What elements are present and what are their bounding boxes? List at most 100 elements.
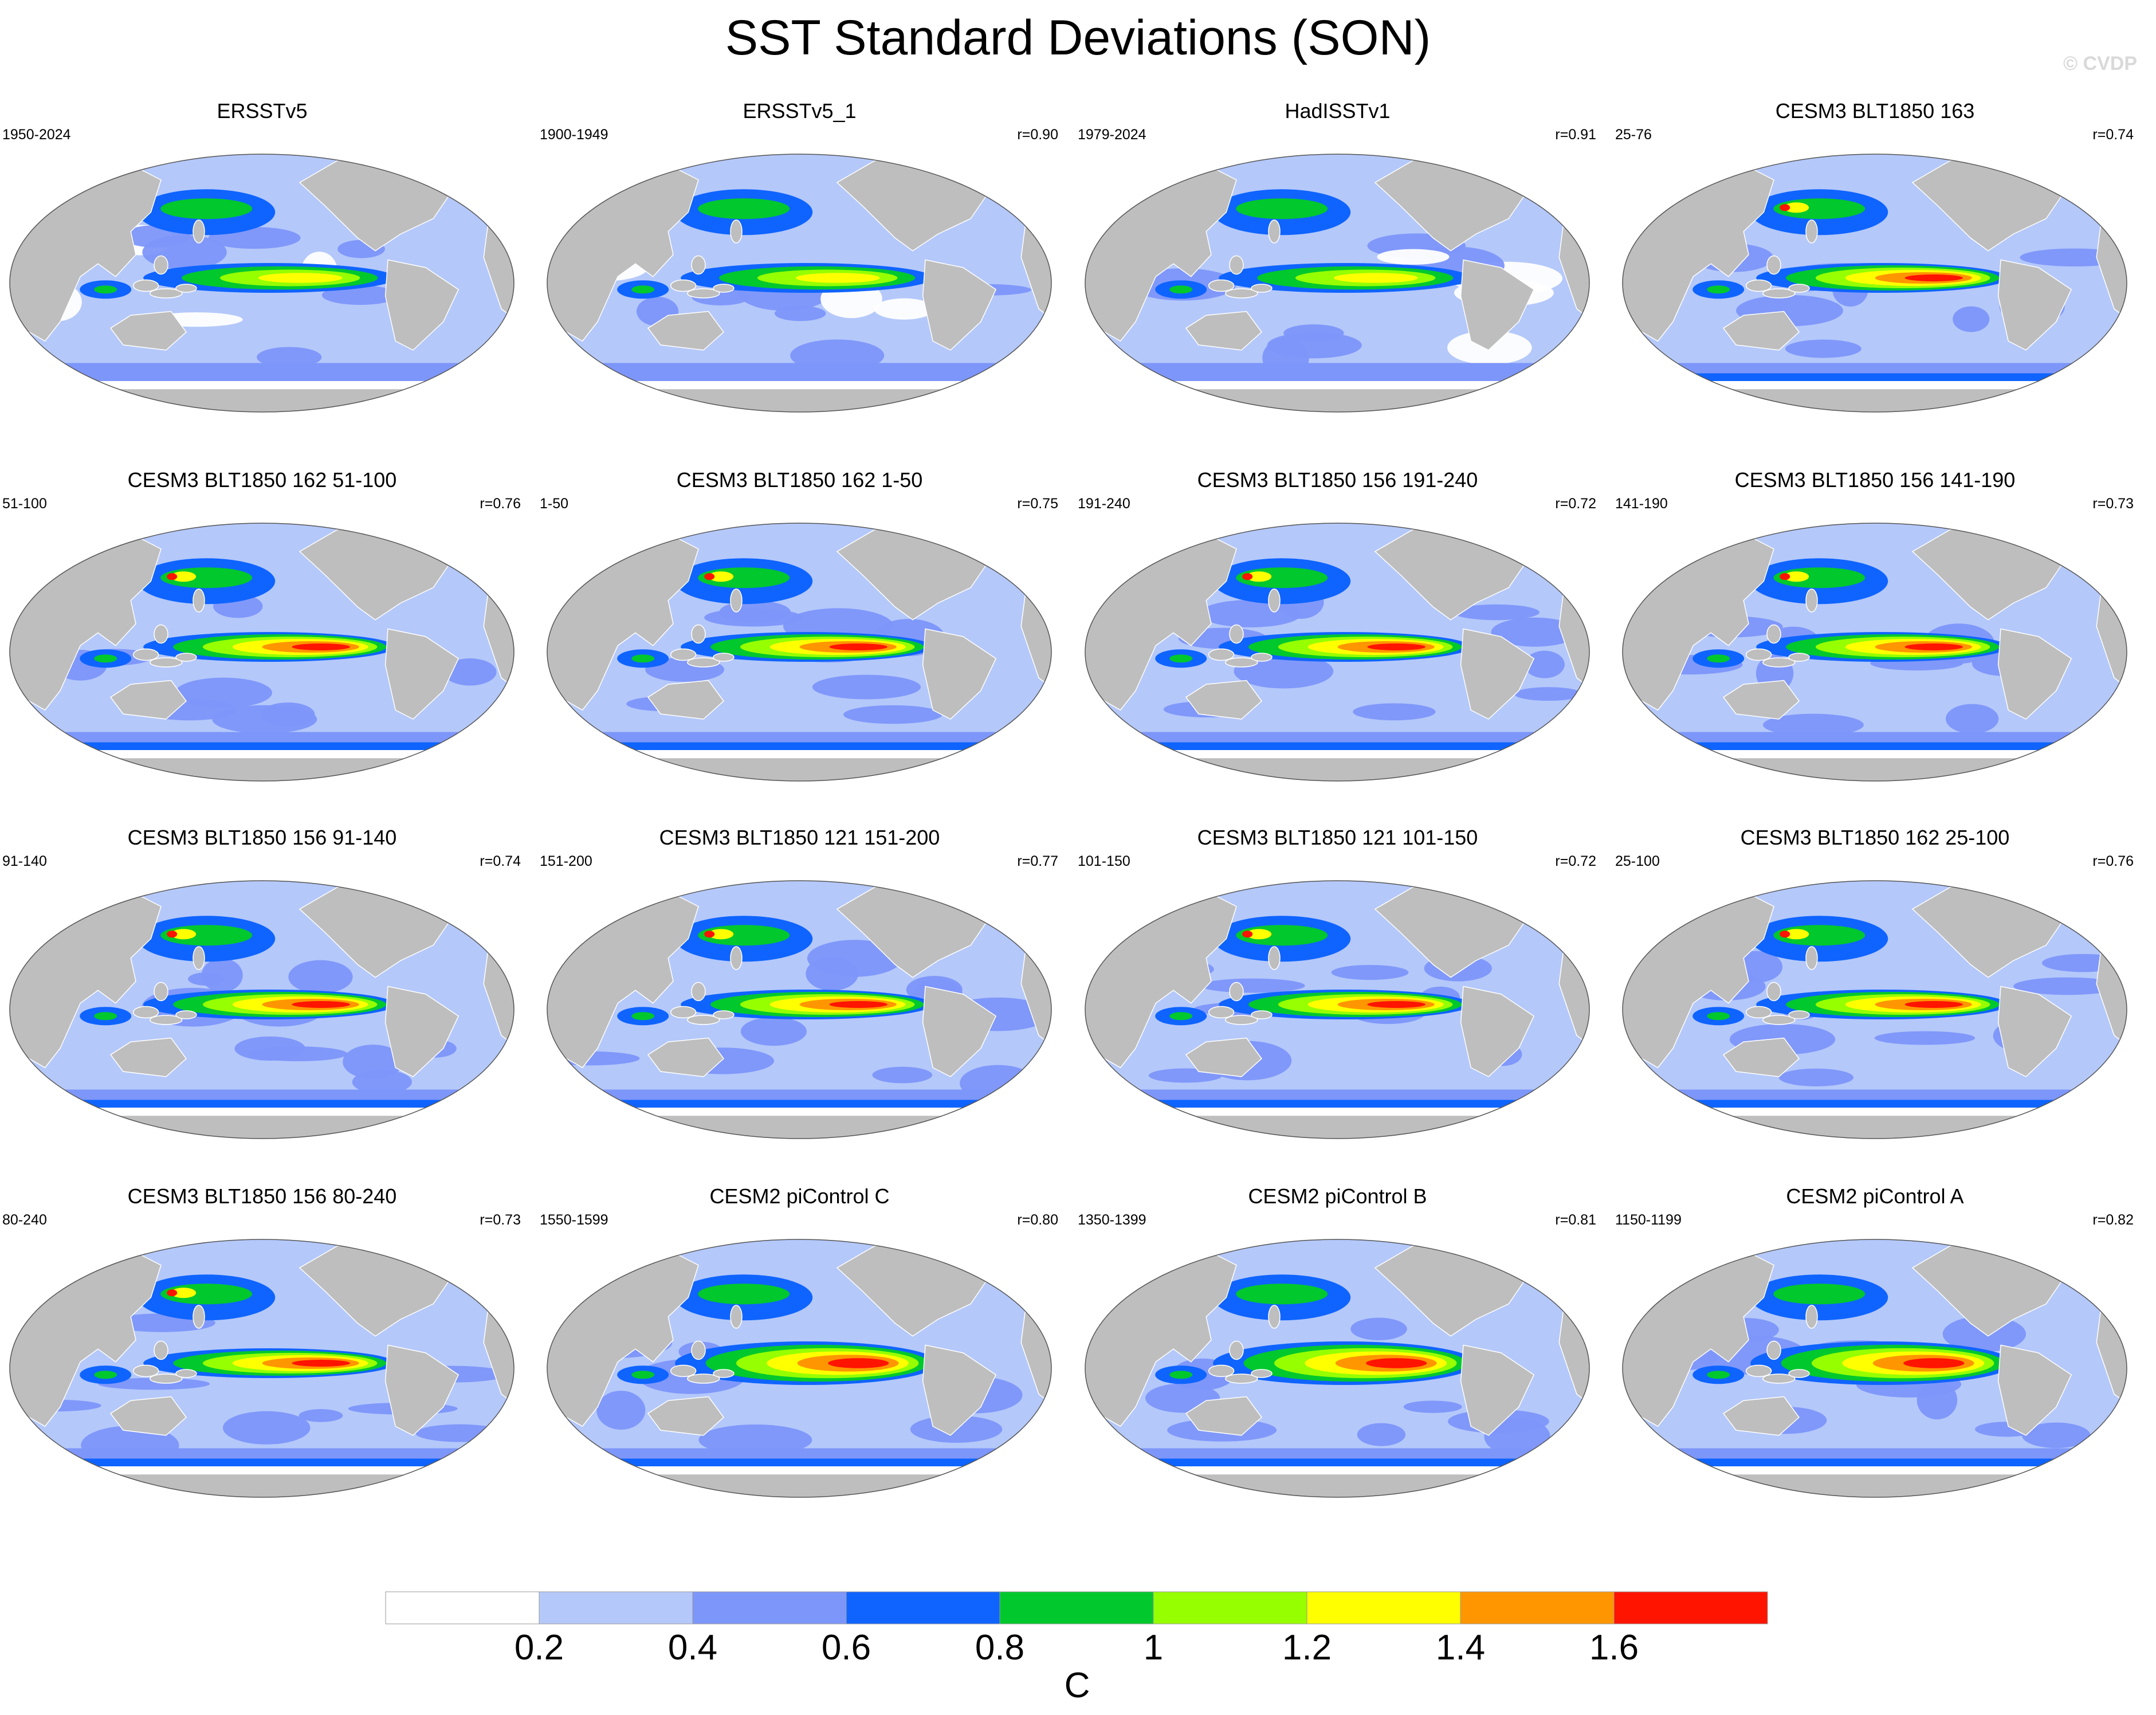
island [1745, 279, 1772, 292]
land-mass [10, 1473, 514, 1497]
land-mass [1085, 757, 1589, 781]
pattern-correlation: r=0.72 [1555, 496, 1596, 512]
land-mass [384, 1344, 460, 1436]
land-mass [1185, 1396, 1263, 1436]
enso-contour [1904, 1001, 1963, 1008]
variance-patch [98, 1378, 210, 1390]
variance-patch [1762, 713, 1864, 736]
map-outline [547, 880, 1052, 1139]
pattern-correlation: r=0.90 [1017, 127, 1058, 143]
island [687, 1373, 720, 1384]
pattern-correlation: r=0.75 [1017, 496, 1058, 512]
variance-patch [352, 1070, 412, 1094]
colorbar-tick-label: 0.2 [515, 1628, 564, 1667]
colorbar-tick-label: 0.6 [822, 1628, 871, 1667]
variance-patch [1953, 306, 1990, 332]
island [175, 284, 197, 293]
island [1268, 219, 1281, 244]
island [730, 1305, 743, 1329]
land-mass [109, 1037, 187, 1077]
island [193, 946, 205, 970]
sst-map [547, 154, 1052, 413]
land-mass [647, 311, 725, 351]
land-mass [1722, 680, 1800, 720]
panel-years: 51-100 [2, 496, 47, 512]
variance-patch [874, 298, 934, 320]
land-mass [547, 757, 1051, 781]
variance-patch [698, 1424, 812, 1455]
island [1788, 1010, 1810, 1019]
panel-title: CESM3 BLT1850 162 25-100 [1740, 826, 2010, 849]
variance-patch [1357, 1423, 1406, 1446]
land-mass [1185, 680, 1263, 720]
enso-contour [829, 643, 887, 650]
variance-patch [1778, 1068, 1854, 1086]
panel-years: 1950-2024 [2, 127, 71, 143]
land-mass [1623, 757, 2127, 781]
enso-contour [258, 273, 343, 283]
island [691, 624, 706, 644]
panel-years: 80-240 [2, 1212, 47, 1228]
variance-patch [248, 1046, 348, 1062]
panel-title: CESM2 piControl C [709, 1184, 890, 1208]
panel-title: CESM3 BLT1850 121 151-200 [659, 826, 940, 849]
sst-map [1085, 880, 1590, 1139]
map-panel: CESM3 BLT1850 156 191-240 191-240 r=0.72 [1075, 468, 1600, 811]
island [193, 1305, 205, 1329]
panel-years: 25-100 [1615, 853, 1660, 869]
land-mass [922, 628, 997, 720]
map-panel: ERSSTv5_1 1900-1949 r=0.90 [537, 99, 1062, 442]
map-outline [1085, 523, 1590, 782]
land-mass [1085, 388, 1589, 412]
map-outline [1085, 154, 1590, 413]
panel-title: CESM2 piControl A [1786, 1184, 1964, 1208]
sst-map [1085, 154, 1590, 413]
enso-contour [1367, 1001, 1425, 1008]
island [1745, 648, 1772, 661]
island [1766, 255, 1781, 275]
variance-patch [443, 658, 497, 686]
land-mass [547, 388, 1051, 412]
sst-map [1622, 523, 2127, 782]
map-outline [9, 1239, 515, 1498]
island [150, 1373, 183, 1384]
map-panel: CESM3 BLT1850 162 51-100 51-100 r=0.76 [0, 468, 524, 811]
enso-contour [1367, 643, 1425, 650]
map-outline [1085, 1239, 1590, 1498]
variance-patch [299, 1409, 343, 1422]
island [730, 219, 743, 244]
colorbar-swatch [1306, 1591, 1461, 1624]
island [154, 982, 168, 1002]
panel-years: 1350-1399 [1078, 1212, 1146, 1228]
sst-map [9, 880, 515, 1139]
sst-map [1085, 1239, 1590, 1498]
island [1766, 624, 1781, 644]
colorbar-tick-label: 0.4 [668, 1628, 717, 1667]
enso-contour [1904, 274, 1963, 281]
sst-map [547, 880, 1052, 1139]
island [691, 255, 706, 275]
pattern-correlation: r=0.76 [480, 496, 521, 512]
island [730, 946, 743, 970]
island [1225, 657, 1258, 668]
variance-patch [1945, 704, 1999, 734]
map-panel: CESM2 piControl C 1550-1599 r=0.80 [537, 1184, 1062, 1528]
variance-patch [740, 1017, 807, 1046]
variance-patch [222, 1411, 311, 1445]
island [1805, 588, 1818, 613]
variance-patch [415, 1424, 504, 1442]
map-panel: HadISSTv1 1979-2024 r=0.91 [1075, 99, 1600, 442]
variance-patch [1377, 249, 1450, 265]
colorbar-swatch [539, 1591, 693, 1624]
land-mass [10, 1114, 514, 1139]
island [154, 624, 168, 644]
colorbar-swatch [1153, 1591, 1307, 1624]
island [1208, 1006, 1235, 1019]
panel-years: 1979-2024 [1078, 127, 1146, 143]
island [193, 588, 205, 613]
land-mass [547, 1114, 1051, 1139]
variance-patch [1785, 339, 1862, 358]
land-mass [647, 1396, 725, 1436]
enso-contour [292, 643, 350, 650]
sst-map [547, 523, 1052, 782]
